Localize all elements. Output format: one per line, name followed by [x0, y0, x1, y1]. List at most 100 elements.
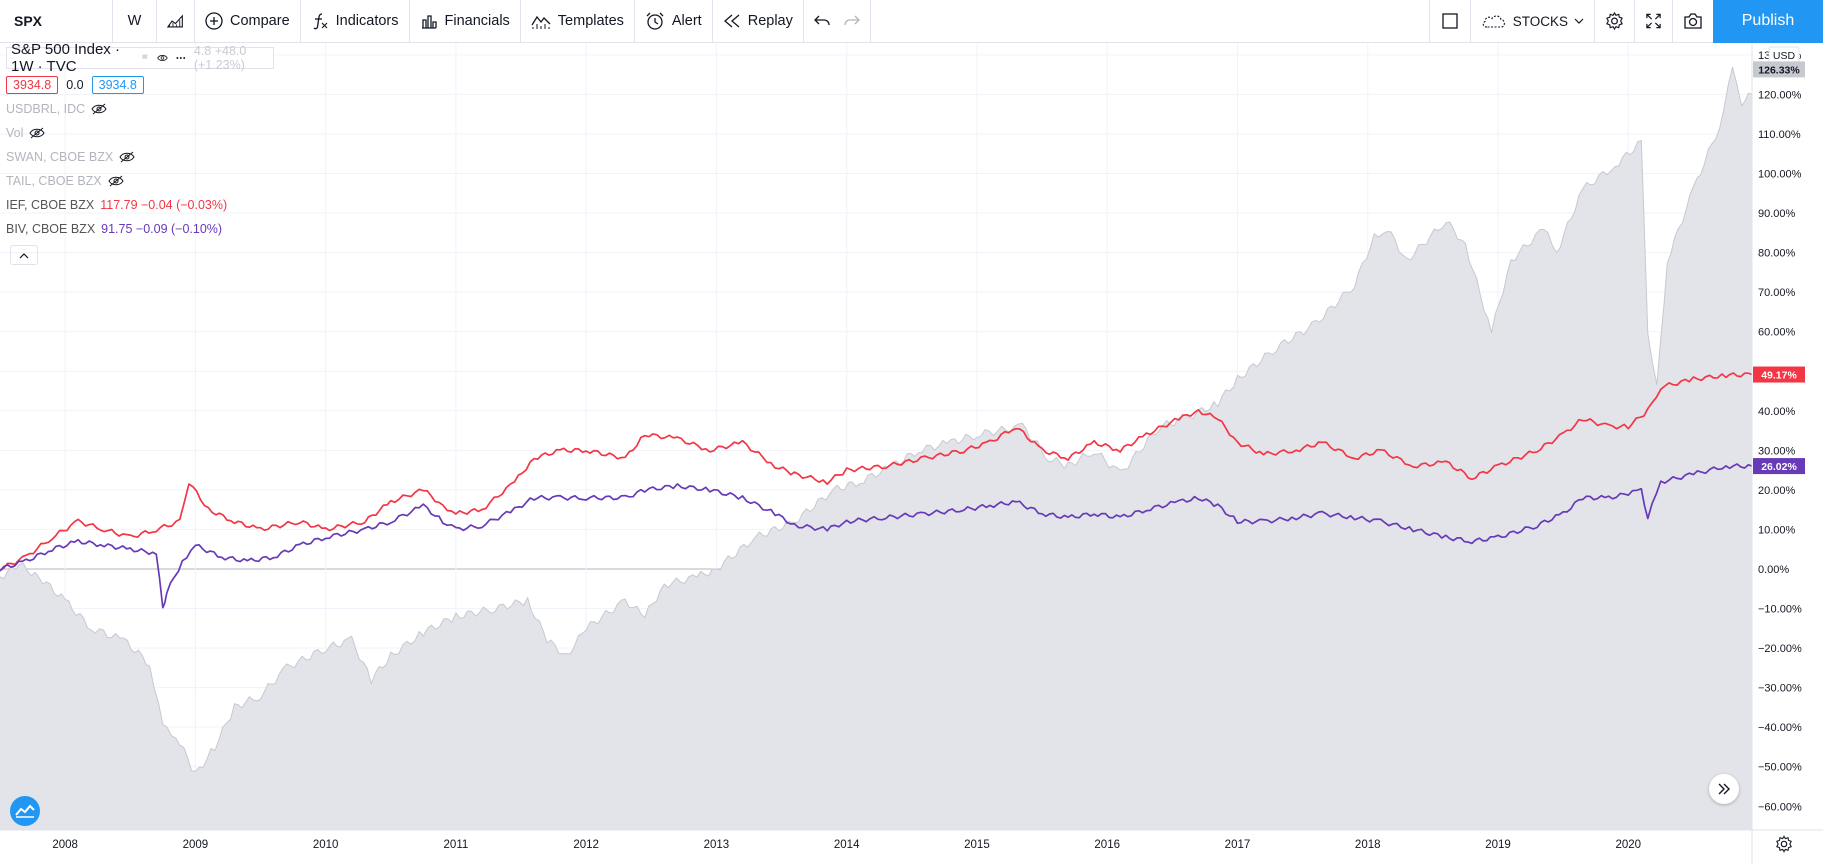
- overlay-label: SWAN, CBOE BZX: [6, 150, 114, 164]
- main-series-title: S&P 500 Index · 1W · TVC: [11, 41, 120, 75]
- plus-circle-icon: [205, 12, 223, 30]
- chart-type-button[interactable]: [157, 0, 195, 43]
- x-tick-label: 2014: [834, 839, 860, 851]
- overlay-row[interactable]: Vol: [6, 121, 274, 145]
- series-line: [0, 463, 1753, 609]
- y-tick-label: −50.00%: [1758, 762, 1802, 774]
- x-tick-label: 2010: [313, 839, 339, 851]
- market-selector[interactable]: STOCKS: [1471, 0, 1595, 43]
- bar-chart-icon: [421, 15, 437, 29]
- tradingview-logo-icon: [15, 804, 35, 818]
- y-tick-label: −60.00%: [1758, 801, 1802, 813]
- alert-label: Alert: [671, 13, 702, 29]
- redo-button[interactable]: [834, 0, 871, 43]
- eye-crossed-icon[interactable]: [119, 151, 135, 163]
- area-chart-icon: [167, 14, 183, 28]
- y-tick-label: 120.00%: [1758, 89, 1802, 101]
- overlay-row[interactable]: IEF, CBOE BZX 117.79 −0.04 (−0.03%): [6, 193, 274, 217]
- overlay-list: USDBRL, IDC Vol SWAN, CBOE BZX TAIL, CBOE B…: [6, 97, 274, 241]
- scale-settings-button[interactable]: [1775, 835, 1793, 858]
- x-tick-label: 2015: [964, 839, 990, 851]
- double-chevron-right-icon: [1718, 783, 1730, 795]
- price-axis-label: 26.02%: [1753, 458, 1805, 475]
- templates-button[interactable]: Templates: [521, 0, 635, 43]
- replay-button[interactable]: Replay: [713, 0, 804, 43]
- spx-area-fill: [0, 67, 1752, 831]
- overlay-label: Vol: [6, 126, 24, 140]
- scroll-to-realtime-button[interactable]: [1709, 774, 1739, 804]
- x-tick-label: 2012: [573, 839, 599, 851]
- publish-button[interactable]: Publish: [1713, 0, 1823, 43]
- y-tick-label: 70.00%: [1758, 287, 1796, 299]
- symbol-search-button[interactable]: SPX: [0, 0, 113, 43]
- overlay-values: 91.75 −0.09 (−0.10%): [101, 222, 223, 236]
- interval-button[interactable]: W: [113, 0, 157, 43]
- currency-text: USD: [1773, 50, 1796, 62]
- fullscreen-button[interactable]: [1635, 0, 1673, 43]
- indicators-button[interactable]: Indicators: [301, 0, 410, 43]
- layout-button[interactable]: [1428, 0, 1471, 43]
- snapshot-button[interactable]: [1673, 0, 1713, 43]
- y-tick-label: 10.00%: [1758, 524, 1796, 536]
- y-tick-label: 90.00%: [1758, 208, 1796, 220]
- rewind-icon: [723, 14, 740, 28]
- overlay-label: TAIL, CBOE BZX: [6, 174, 102, 188]
- gear-icon: [1776, 835, 1792, 853]
- y-tick-label: 0.00%: [1758, 564, 1789, 576]
- market-label: STOCKS: [1512, 13, 1568, 29]
- chart-canvas[interactable]: −60.00% −50.00% −40.00% −30.00% −20.00% −10.0…: [0, 43, 1823, 864]
- overlay-values: 117.79 −0.04 (−0.03%): [100, 198, 228, 212]
- eye-icon[interactable]: [157, 52, 169, 64]
- series-line: [0, 66, 1753, 772]
- square-layout-icon: [1442, 13, 1458, 29]
- overlay-row[interactable]: SWAN, CBOE BZX: [6, 145, 274, 169]
- financials-label: Financials: [444, 13, 510, 29]
- more-icon[interactable]: [176, 55, 186, 61]
- alert-button[interactable]: Alert: [635, 0, 713, 43]
- templates-icon: [531, 15, 551, 29]
- chevron-down-icon: [1574, 18, 1584, 24]
- top-toolbar: SPX W Compare Indicators Financials Temp…: [0, 0, 1823, 43]
- gear-icon: [1606, 11, 1623, 31]
- collapse-legend-button[interactable]: [10, 245, 38, 265]
- toolbar-right: STOCKS Publish: [1428, 0, 1823, 43]
- overlay-label: USDBRL, IDC: [6, 102, 86, 116]
- indicators-label: Indicators: [335, 13, 399, 29]
- y-tick-label: 20.00%: [1758, 485, 1796, 497]
- price-axis-label-text: 126.33%: [1758, 64, 1800, 76]
- main-series-ghost-values: 4.8 +48.0 (+1.23%): [193, 44, 247, 72]
- tradingview-logo-button[interactable]: [10, 796, 40, 826]
- overlay-row[interactable]: BIV, CBOE BZX 91.75 −0.09 (−0.10%): [6, 217, 274, 241]
- eye-crossed-icon[interactable]: [29, 127, 45, 139]
- y-tick-label: 40.00%: [1758, 406, 1796, 418]
- replay-label: Replay: [747, 13, 793, 29]
- fullscreen-icon: [1646, 13, 1661, 29]
- price-axis-label: 49.17%: [1753, 366, 1805, 383]
- chart-legend: S&P 500 Index · 1W · TVC 4.8 +48.0 (+1.2…: [6, 41, 274, 265]
- financials-button[interactable]: Financials: [410, 0, 521, 43]
- overlay-label: BIV, CBOE BZX: [6, 222, 96, 236]
- x-tick-label: 2008: [52, 839, 78, 851]
- y-tick-label: −40.00%: [1758, 722, 1802, 734]
- ohlc-values: 3934.8 0.0 3934.8: [6, 73, 274, 97]
- overlay-row[interactable]: TAIL, CBOE BZX: [6, 169, 274, 193]
- eye-crossed-icon[interactable]: [91, 103, 107, 115]
- x-tick-label: 2009: [183, 839, 209, 851]
- compare-button[interactable]: Compare: [195, 0, 301, 43]
- overlay-label: IEF, CBOE BZX: [6, 198, 95, 212]
- y-tick-label: 30.00%: [1758, 445, 1796, 457]
- price-axis-label: 126.33%: [1753, 61, 1805, 78]
- overlay-row[interactable]: USDBRL, IDC: [6, 97, 274, 121]
- x-tick-label: 2018: [1355, 839, 1381, 851]
- price-axis-label-text: 49.17%: [1761, 370, 1797, 382]
- settings-button[interactable]: [1595, 0, 1635, 43]
- flag-icon[interactable]: [141, 52, 149, 64]
- currency-label[interactable]: USD: [1768, 46, 1800, 64]
- undo-button[interactable]: [804, 0, 834, 43]
- main-series-legend[interactable]: S&P 500 Index · 1W · TVC 4.8 +48.0 (+1.2…: [6, 41, 274, 75]
- close-value: 3934.8: [91, 76, 144, 94]
- eye-crossed-icon[interactable]: [108, 175, 124, 187]
- redo-icon: [844, 15, 860, 26]
- x-tick-label: 2017: [1225, 839, 1251, 851]
